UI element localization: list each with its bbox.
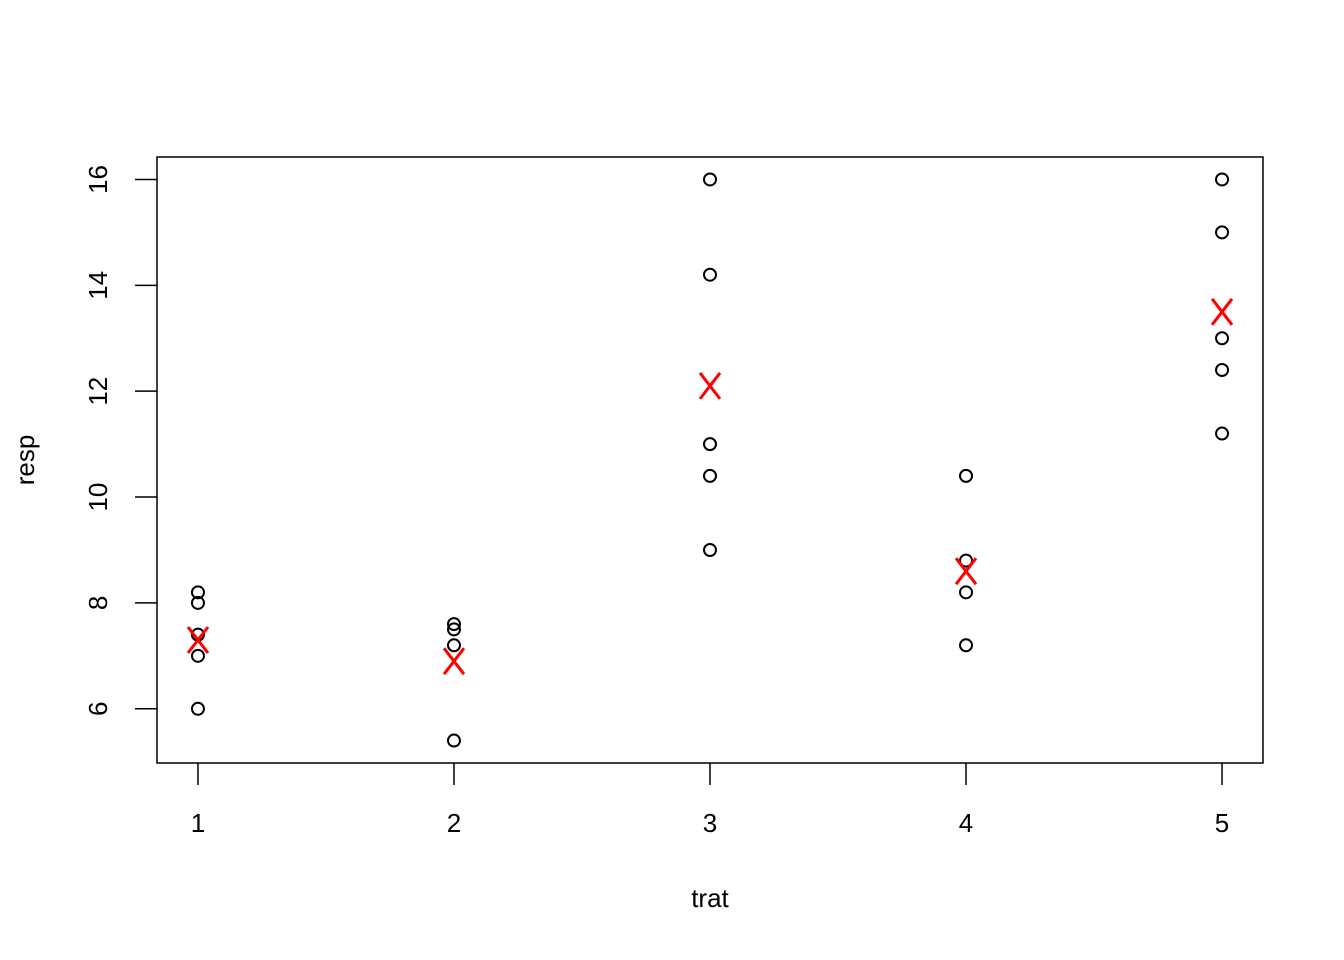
plot-box [156,156,1264,764]
mean-marker [442,647,466,676]
x-tick-label: 3 [703,808,717,838]
y-axis-label: resp [10,435,40,486]
mean-marker [186,626,210,654]
mean-marker [954,557,978,586]
y-tick-label: 12 [83,377,113,406]
y-tick-label: 10 [83,483,113,512]
mean-marker [698,371,722,400]
point [190,585,205,600]
y-tick-label: 14 [83,271,113,300]
point [446,622,461,637]
point [1215,225,1230,240]
point [703,172,717,187]
point [190,701,205,716]
mean-marker [1210,297,1234,326]
point [1215,426,1230,441]
x-axis-label: trat [691,883,729,913]
y-tick-label: 8 [83,596,113,610]
point [703,542,717,557]
point [190,648,205,663]
point [959,468,974,483]
point [446,733,461,748]
x-tick-label: 4 [959,808,973,838]
point [703,468,717,483]
point [703,267,717,282]
point [959,638,974,653]
point [959,585,974,600]
y-tick-label: 16 [83,165,113,194]
x-tick-label: 2 [447,808,461,838]
point [190,595,205,610]
y-tick-label: 6 [83,702,113,716]
point [703,437,717,452]
x-tick-label: 5 [1215,808,1229,838]
point [959,553,974,568]
x-tick-label: 1 [191,808,205,838]
point [446,617,461,632]
point [446,638,461,653]
point [1215,331,1230,346]
point [1215,172,1230,187]
point [1215,363,1230,378]
